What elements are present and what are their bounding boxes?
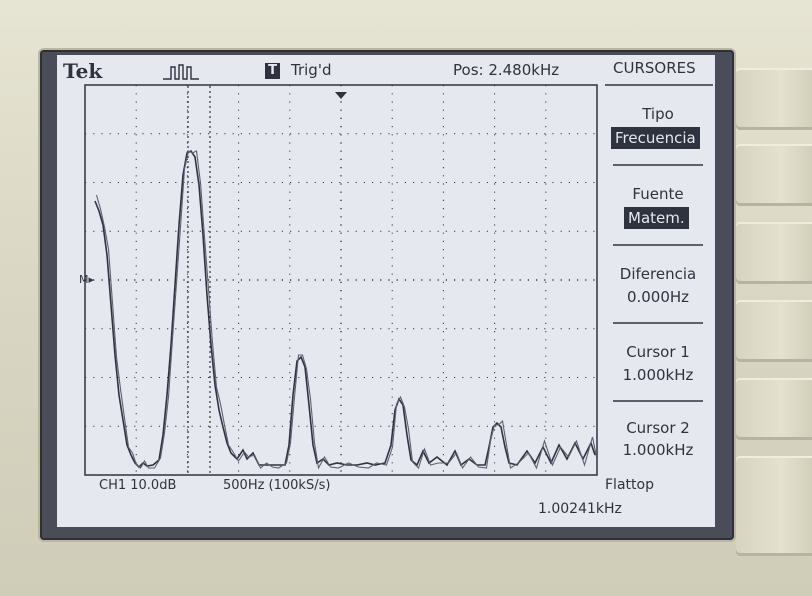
menu-item-fuente-value[interactable]: Matem.: [624, 207, 689, 229]
channel-ground-marker-icon: M▸: [79, 273, 94, 286]
menu-item-diferencia-label[interactable]: Diferencia: [619, 265, 697, 283]
menu-item-cursor2-value[interactable]: 1.000kHz: [622, 441, 694, 459]
lcd-screen: Tek M▸ T Trig'd Pos: 2.480kHz CURSORES T…: [57, 55, 715, 527]
screen-graphics: M▸: [79, 64, 713, 476]
brand-logo: Tek: [63, 59, 103, 83]
horizontal-position: Pos: 2.480kHz: [453, 61, 560, 79]
menu-item-tipo-label[interactable]: Tipo: [642, 105, 674, 123]
trigger-status: Trig'd: [291, 61, 332, 79]
menu-item-tipo-value[interactable]: Frecuencia: [611, 127, 700, 149]
fft-window: Flattop: [605, 477, 654, 493]
spectrum-trace: [94, 149, 596, 469]
menu-item-cursor1-label[interactable]: Cursor 1: [626, 343, 690, 361]
trigger-icon: T: [265, 63, 280, 79]
measured-frequency: 1.00241kHz: [538, 501, 622, 517]
channel-scale: CH1 10.0dB: [99, 478, 177, 493]
softkey-4[interactable]: [736, 300, 812, 362]
menu-title: CURSORES: [613, 59, 696, 77]
fft-window-icon: [163, 64, 199, 80]
menu-item-fuente-label[interactable]: Fuente: [632, 185, 684, 203]
menu-item-diferencia-value[interactable]: 0.000Hz: [626, 288, 690, 306]
softkey-2[interactable]: [736, 144, 812, 206]
timebase: 500Hz (100kS/s): [223, 478, 331, 493]
softkey-3[interactable]: [736, 222, 812, 284]
graticule-grid: [85, 85, 597, 475]
menu-item-cursor1-value[interactable]: 1.000kHz: [622, 366, 694, 384]
softkey-6[interactable]: [736, 456, 812, 556]
spectrum-trace-ghost: [95, 150, 598, 470]
softkey-5[interactable]: [736, 378, 812, 440]
softkey-1[interactable]: [736, 68, 812, 130]
menu-item-cursor2-label[interactable]: Cursor 2: [626, 419, 690, 437]
trigger-position-marker-icon: [335, 92, 347, 99]
